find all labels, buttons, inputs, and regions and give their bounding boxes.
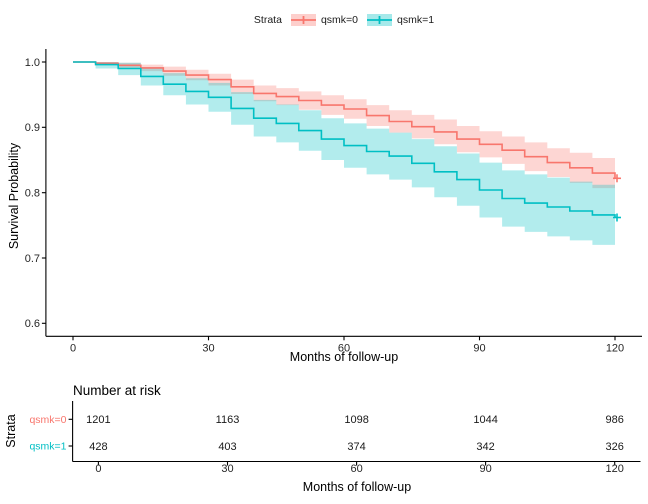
- risk-count: 342: [476, 441, 494, 453]
- x-tick-label: 90: [473, 343, 485, 355]
- x-tick-label: 30: [202, 343, 214, 355]
- y-tick-label: 0.9: [25, 122, 40, 134]
- legend-item-qsmk=1: qsmk=1: [367, 13, 434, 27]
- y-tick-label: 1.0: [25, 57, 40, 69]
- x-tick-label: 120: [606, 343, 624, 355]
- risk-x-tick-label: 90: [479, 463, 491, 475]
- x-tick-label: 0: [70, 343, 76, 355]
- legend-title: Strata: [253, 14, 282, 26]
- survival-line-qsmk=1: [73, 61, 616, 218]
- y-tick-label: 0.8: [25, 188, 40, 200]
- risk-x-tick-label: 30: [221, 463, 233, 475]
- risk-row-label: qsmk=0: [29, 414, 66, 426]
- risk-count: 326: [606, 441, 624, 453]
- legend-key-icon: [367, 14, 392, 26]
- risk-row-label: qsmk=1: [29, 441, 66, 453]
- y-tick-label: 0.7: [25, 253, 40, 265]
- legend: Strata qsmk=0 qsmk=1: [46, 11, 642, 29]
- risk-x-tick-label: 0: [95, 463, 101, 475]
- y-axis-title: Survival Probability: [7, 142, 21, 250]
- risk-x-tick-label: 120: [606, 463, 624, 475]
- risk-count: 403: [218, 441, 236, 453]
- risk-table-x-axis-title: Months of follow-up: [302, 480, 412, 494]
- legend-item-label: qsmk=0: [320, 14, 358, 26]
- legend-key-icon: [290, 14, 316, 26]
- x-axis-title: Months of follow-up: [289, 350, 399, 364]
- legend-items: qsmk=0 qsmk=1: [290, 13, 434, 27]
- risk-table-title: Number at risk: [73, 383, 161, 398]
- risk-count: 428: [89, 441, 107, 453]
- risk-count: 1201: [86, 414, 110, 426]
- legend-item-label: qsmk=1: [397, 14, 435, 26]
- legend-item-qsmk=0: qsmk=0: [290, 13, 358, 27]
- risk-count: 374: [347, 441, 365, 453]
- risk-x-tick-label: 60: [350, 463, 362, 475]
- risk-count: 1163: [216, 414, 240, 426]
- confidence-band-qsmk=1: [73, 62, 615, 248]
- x-tick-label: 60: [338, 343, 350, 355]
- risk-count: 986: [606, 414, 624, 426]
- risk-table-y-axis-title: Strata: [4, 414, 18, 448]
- survival-line-qsmk=0: [73, 61, 616, 179]
- risk-count: 1098: [344, 414, 368, 426]
- risk-count: 1044: [473, 414, 497, 426]
- y-tick-label: 0.6: [25, 318, 40, 330]
